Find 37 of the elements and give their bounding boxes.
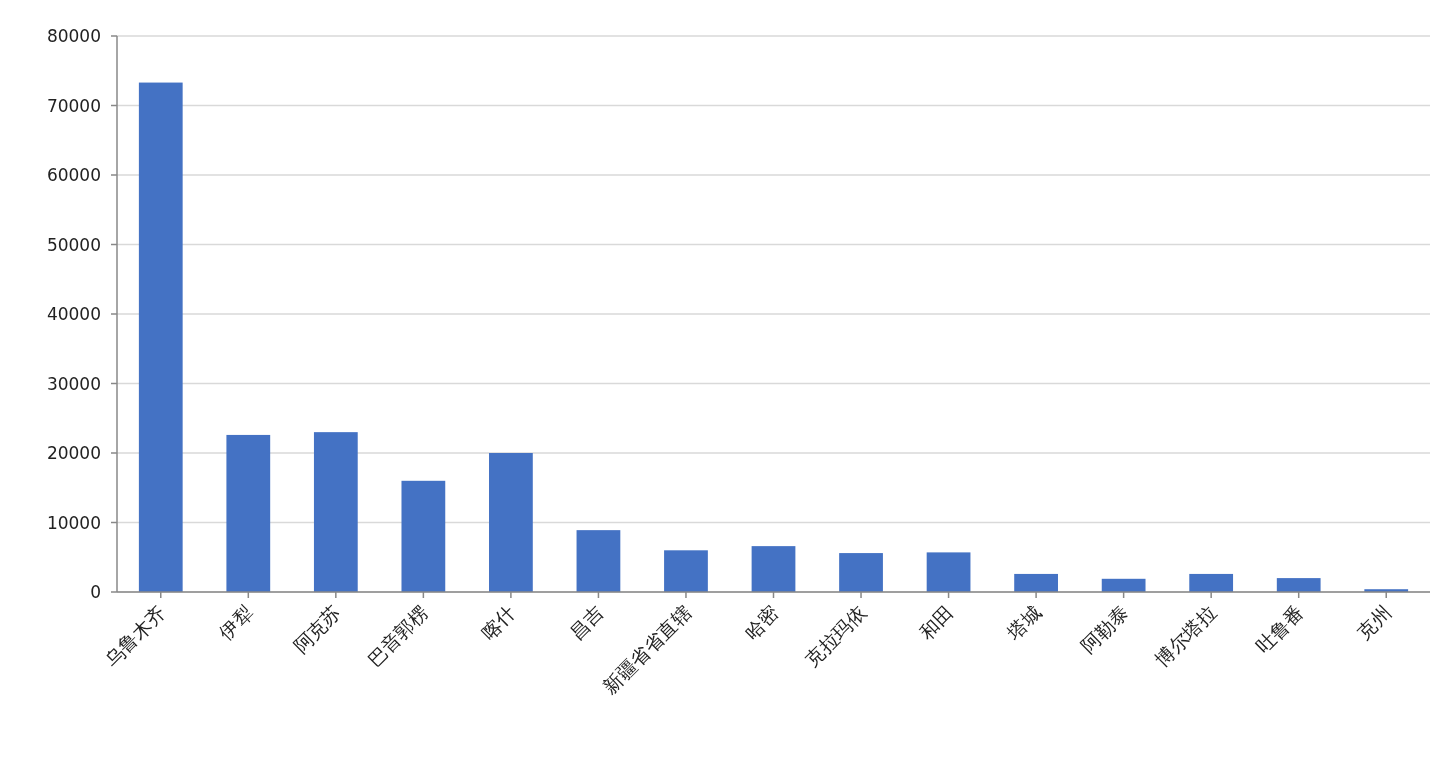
- bar: [1101, 578, 1146, 592]
- y-tick-label: 30000: [46, 373, 101, 394]
- x-tick-label: 哈密: [739, 601, 783, 644]
- bar: [489, 453, 533, 592]
- x-tick-label: 吐鲁番: [1251, 601, 1308, 658]
- bar: [313, 432, 358, 592]
- y-tick-label: 0: [90, 582, 101, 602]
- x-tick-label: 克拉玛依: [800, 601, 870, 671]
- bar: [1276, 578, 1321, 592]
- x-tick-label: 昌吉: [564, 601, 608, 644]
- y-tick-label: 60000: [46, 165, 101, 185]
- x-tick-label: 克州: [1352, 601, 1396, 644]
- y-tick-label: 20000: [46, 443, 101, 463]
- bar: [401, 480, 446, 592]
- bar: [1014, 573, 1058, 592]
- y-tick-label: 70000: [46, 95, 101, 116]
- x-tick-label: 塔城: [1001, 601, 1045, 645]
- bar: [576, 530, 621, 592]
- bar: [664, 550, 708, 592]
- x-tick-label: 和田: [914, 601, 958, 644]
- bar: [226, 434, 271, 592]
- x-tick-label: 阿克苏: [288, 601, 345, 658]
- x-tick-label: 伊犁: [214, 601, 258, 644]
- bar: [1189, 573, 1234, 592]
- x-tick-label: 博尔塔拉: [1150, 601, 1220, 671]
- bar: [138, 82, 183, 592]
- x-tick-label: 阿勒泰: [1076, 601, 1133, 658]
- x-tick-label: 喀什: [477, 601, 520, 644]
- y-tick-label: 40000: [46, 304, 101, 324]
- x-tick-label: 乌鲁木齐: [100, 601, 170, 671]
- y-tick-label: 80000: [46, 26, 101, 46]
- x-tick-label: 巴音郭楞: [362, 601, 433, 671]
- bar: [926, 552, 971, 592]
- bar: [751, 546, 796, 592]
- bar: [839, 553, 883, 592]
- y-tick-label: 50000: [46, 234, 101, 255]
- y-tick-label: 10000: [46, 512, 101, 533]
